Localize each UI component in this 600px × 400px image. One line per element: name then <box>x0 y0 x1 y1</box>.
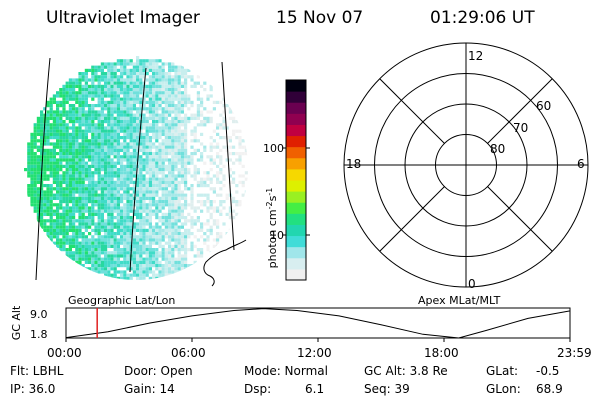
mlt-spoke <box>379 185 446 252</box>
mlat-label-60: 60 <box>536 99 551 113</box>
colorbar-swatch <box>286 113 306 125</box>
status-seq: Seq: 39 <box>364 382 410 396</box>
altitude-ytick-1-8: 1.8 <box>30 328 48 341</box>
mlt-label-6: 6 <box>577 157 585 171</box>
mlat-label-70: 70 <box>513 121 528 135</box>
colorbar-unit-label: photon cm-2s-1 <box>265 188 279 269</box>
emission-pixels <box>24 56 248 280</box>
colorbar-swatch <box>286 257 306 270</box>
colorbar-swatches <box>286 80 306 281</box>
colorbar-swatch <box>286 191 306 203</box>
time-tick-0000: 00:00 <box>47 346 82 360</box>
mlt-label-18: 18 <box>346 157 361 171</box>
mlat-label-80: 80 <box>490 142 505 156</box>
time-tick-0600: 06:00 <box>171 346 206 360</box>
colorbar-swatch <box>286 91 306 103</box>
date-label: 15 Nov 07 <box>276 8 364 28</box>
polar-plot: 12 0 18 6 60 70 80 <box>343 42 589 290</box>
altitude-ylabel: GC Alt <box>10 305 23 340</box>
status-gain: Gain: 14 <box>124 382 175 396</box>
colorbar-ticks: 100 10 <box>263 142 310 242</box>
status-mode: Mode: Normal <box>244 364 328 378</box>
mlt-spoke <box>379 78 446 145</box>
mlt-spoke <box>486 78 553 145</box>
colorbar-swatch <box>286 146 306 159</box>
colorbar-swatch <box>286 180 306 192</box>
colorbar: 100 10 photon cm-2s-1 <box>263 79 310 281</box>
colorbar-swatch <box>286 213 306 225</box>
colorbar-swatch <box>286 157 306 170</box>
colorbar-swatch <box>286 135 306 148</box>
time-tick-2359: 23:59 <box>557 346 592 360</box>
colorbar-swatch <box>286 202 306 214</box>
colorbar-swatch <box>286 124 306 137</box>
longitude-lines <box>35 57 235 281</box>
status-gc-alt: GC Alt: 3.8 Re <box>364 364 448 378</box>
colorbar-swatch <box>286 268 306 281</box>
coastline <box>203 239 247 287</box>
time-label: 01:29:06 UT <box>430 8 535 28</box>
instrument-title: Ultraviolet Imager <box>46 8 200 28</box>
status-ip: IP: 36.0 <box>10 382 56 396</box>
status-door: Door: Open <box>124 364 193 378</box>
colorbar-swatch <box>286 102 306 114</box>
colorbar-swatch <box>286 80 306 92</box>
status-dsp-value: 6.1 <box>305 382 325 396</box>
status-glat-value: -0.5 <box>536 364 560 378</box>
status-glon: GLon: <box>486 382 521 396</box>
mlt-spoke <box>486 185 553 252</box>
status-dsp: Dsp: <box>244 382 272 396</box>
colorbar-swatch <box>286 235 306 248</box>
time-tick-1200: 12:00 <box>297 346 332 360</box>
mlt-label-12: 12 <box>468 49 483 63</box>
colorbar-tick-label: 100 <box>263 142 284 155</box>
status-glat: GLat: <box>486 364 519 378</box>
colorbar-tick-label: 10 <box>270 229 284 242</box>
altitude-plot: GC Alt 9.0 1.8 <box>10 305 571 342</box>
mlt-label-0: 0 <box>468 277 476 290</box>
colorbar-swatch <box>286 246 306 259</box>
altitude-curve <box>65 308 571 339</box>
time-tick-1800: 18:00 <box>424 346 459 360</box>
colorbar-swatch <box>286 224 306 237</box>
status-glon-value: 68.9 <box>536 382 563 396</box>
status-filter: Flt: LBHL <box>10 364 64 378</box>
geographic-image <box>24 56 248 287</box>
geographic-label: Geographic Lat/Lon <box>68 294 176 307</box>
apex-label: Apex MLat/MLT <box>418 294 501 307</box>
colorbar-swatch <box>286 168 306 181</box>
altitude-ytick-9: 9.0 <box>30 308 48 321</box>
